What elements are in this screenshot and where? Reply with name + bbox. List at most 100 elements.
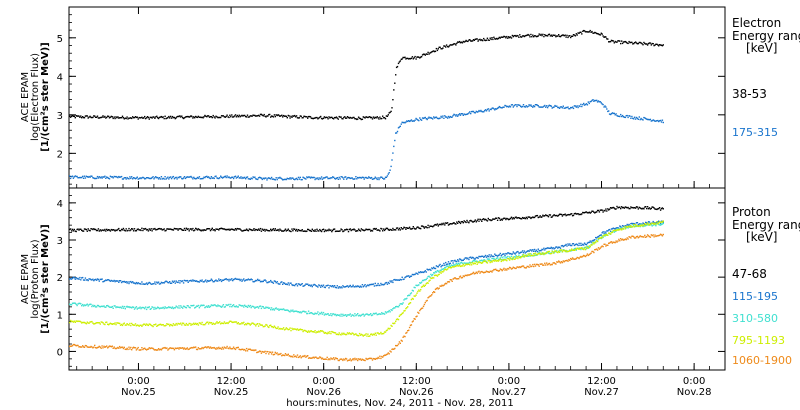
data-point xyxy=(616,41,618,43)
data-point xyxy=(196,305,199,307)
data-point xyxy=(135,177,138,179)
data-point xyxy=(159,348,162,350)
data-point xyxy=(444,45,446,47)
data-point xyxy=(166,280,168,283)
data-point xyxy=(587,212,589,214)
data-point xyxy=(399,303,401,305)
data-point xyxy=(167,176,169,178)
data-point xyxy=(557,247,559,249)
data-point xyxy=(77,320,79,322)
data-point xyxy=(106,345,108,347)
data-point xyxy=(157,281,160,283)
data-point xyxy=(628,115,630,117)
data-point xyxy=(222,322,225,325)
data-point xyxy=(602,211,604,213)
data-point xyxy=(112,229,114,231)
data-point xyxy=(252,349,254,351)
data-point xyxy=(130,229,132,231)
data-point xyxy=(151,283,153,285)
data-point xyxy=(87,322,89,324)
data-point xyxy=(210,228,213,231)
data-point xyxy=(634,207,637,209)
data-point xyxy=(382,313,384,315)
data-point xyxy=(570,244,572,247)
data-point xyxy=(401,228,403,230)
data-point xyxy=(341,176,343,178)
data-point xyxy=(80,321,82,323)
data-point xyxy=(478,39,480,41)
data-point xyxy=(223,321,226,323)
data-point xyxy=(87,117,89,119)
data-point xyxy=(378,357,380,359)
data-point xyxy=(179,176,181,178)
data-point xyxy=(269,324,271,327)
data-point xyxy=(372,333,375,335)
data-point xyxy=(355,118,357,120)
data-point xyxy=(581,105,583,108)
data-point xyxy=(156,307,158,309)
data-point xyxy=(275,229,277,232)
data-point xyxy=(244,176,246,179)
data-point xyxy=(451,266,453,268)
data-point xyxy=(294,114,296,117)
data-point xyxy=(539,253,541,256)
data-point xyxy=(523,256,526,258)
data-point xyxy=(246,114,249,116)
data-point xyxy=(237,322,239,324)
data-point xyxy=(242,115,244,117)
data-point xyxy=(605,233,607,235)
data-point xyxy=(395,66,398,69)
data-point xyxy=(221,115,224,117)
data-point xyxy=(83,321,86,324)
data-point xyxy=(470,264,473,266)
data-point xyxy=(333,332,336,334)
data-point xyxy=(277,177,279,179)
data-point xyxy=(299,328,301,330)
data-point xyxy=(384,354,387,356)
data-point xyxy=(241,322,243,324)
data-point xyxy=(219,305,221,307)
data-point xyxy=(412,58,414,60)
data-point xyxy=(470,219,472,222)
data-point xyxy=(653,223,655,225)
data-point xyxy=(532,34,534,36)
data-point xyxy=(508,253,511,255)
data-point xyxy=(178,176,180,179)
data-point xyxy=(454,264,456,267)
data-point xyxy=(457,259,459,261)
data-point xyxy=(411,273,414,276)
data-point xyxy=(264,279,266,281)
data-point xyxy=(282,230,285,232)
data-point xyxy=(80,176,82,179)
data-point xyxy=(253,349,255,352)
data-point xyxy=(331,230,333,233)
data-point xyxy=(608,232,611,234)
data-point xyxy=(144,323,146,325)
data-point xyxy=(339,358,341,361)
data-point xyxy=(234,277,237,280)
data-point xyxy=(383,117,386,119)
data-point xyxy=(221,279,224,281)
data-point xyxy=(568,250,570,252)
data-point xyxy=(320,115,322,118)
data-point xyxy=(84,304,87,307)
data-point xyxy=(641,118,643,121)
data-point xyxy=(382,333,384,335)
data-point xyxy=(471,110,474,113)
data-point xyxy=(375,284,377,287)
data-point xyxy=(272,228,275,230)
data-point xyxy=(444,264,446,266)
data-point xyxy=(368,335,370,337)
y-tick-label: 1 xyxy=(57,310,63,321)
data-point xyxy=(357,116,360,118)
data-point xyxy=(198,322,201,324)
data-point xyxy=(594,99,596,102)
data-point xyxy=(635,206,638,208)
data-point xyxy=(569,259,571,262)
data-point xyxy=(383,355,385,357)
data-point xyxy=(93,346,95,348)
data-point xyxy=(155,176,157,178)
data-point xyxy=(453,277,455,280)
data-point xyxy=(257,323,259,325)
data-point xyxy=(642,119,644,121)
